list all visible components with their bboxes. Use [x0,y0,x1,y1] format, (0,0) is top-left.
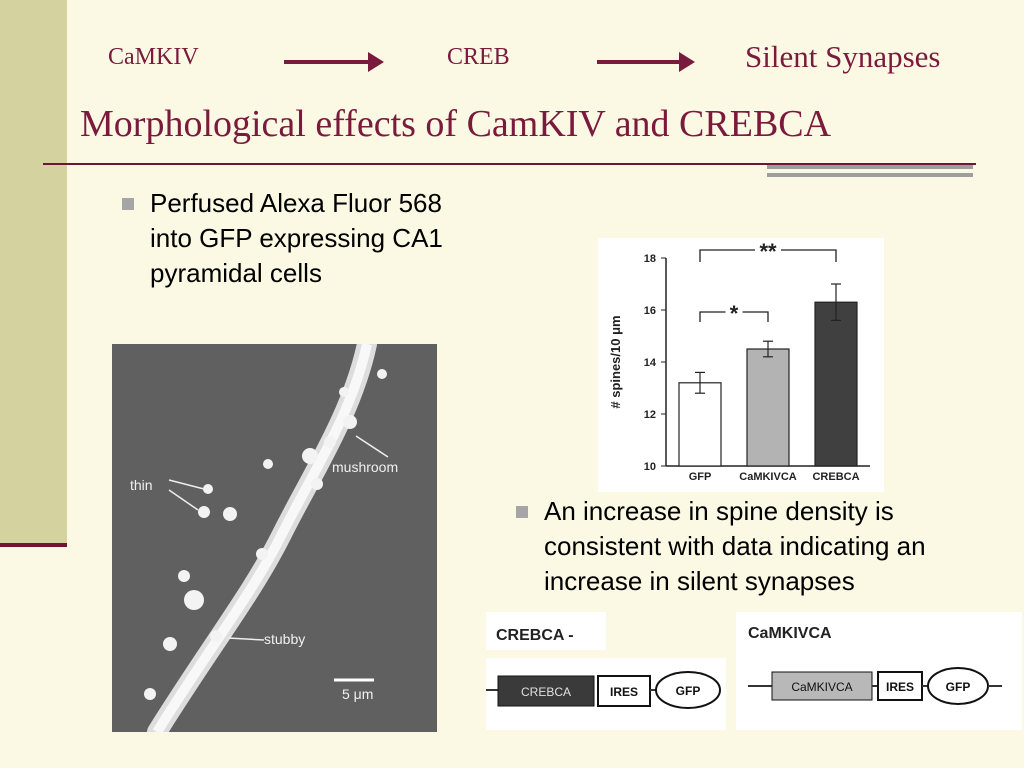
bullet-text: An increase in spine density is consiste… [544,496,926,596]
x-tick-label: CaMKIVCA [739,471,797,483]
y-tick-label: 10 [644,461,656,473]
x-tick-label: GFP [689,471,712,483]
title-divider [43,163,976,165]
significance-bracket [699,249,755,262]
label-mushroom: mushroom [332,459,398,475]
construct-diagrams: CREBCA - CaMKIVCA CREBCA IRES GFP CaMKIV… [486,612,1022,730]
significance-label: ** [759,239,777,264]
x-tick-label: CREBCA [812,471,859,483]
bar-camkivca [746,348,790,467]
y-tick-label: 14 [644,357,657,369]
significance-label: * [730,301,739,326]
decor-bar [767,173,973,177]
flow-step-creb: CREB [447,44,510,70]
construct-svg: CREBCA - CaMKIVCA CREBCA IRES GFP CaMKIV… [486,612,1022,730]
flow-arrow-icon [597,52,695,72]
bullet-square-icon [516,506,528,518]
significance-bracket [742,311,769,322]
spine-density-chart: 10 12 14 16 18 # spines/10 μm GFP CaMKIVCA CREBC… [598,238,884,492]
bullet-item: An increase in spine density is consiste… [516,494,1014,599]
construct-right-part: IRES [886,680,914,694]
y-tick-label: 12 [644,409,656,421]
construct-right-part: GFP [946,680,971,694]
construct-left-part: IRES [610,685,638,699]
bullet-item: Perfused Alexa Fluor 568 into GFP expres… [122,186,480,291]
significance-bracket [781,249,837,262]
label-scale: 5 μm [342,686,373,702]
left-decor-band [0,0,67,544]
label-stubby: stubby [264,631,305,647]
slide-title: Morphological effects of CamKIV and CREB… [80,103,832,145]
significance-bracket [699,311,726,322]
y-tick-label: 16 [644,305,656,317]
construct-left-part: GFP [676,684,701,698]
flow-step-silent-synapses: Silent Synapses [745,39,941,74]
construct-left-part: CREBCA [521,685,571,699]
y-tick-label: 18 [644,253,656,265]
flow-arrow-icon [284,52,384,72]
decor-bar [767,165,973,169]
label-thin: thin [130,477,153,493]
chart-svg: 10 12 14 16 18 # spines/10 μm GFP CaMKIVCA CREBC… [608,239,870,483]
bar-gfp [678,382,722,467]
bar-crebca [814,301,858,467]
bullet-square-icon [122,198,134,210]
flow-step-camkiv: CaMKIV [108,44,199,70]
bullet-text: Perfused Alexa Fluor 568 into GFP expres… [150,188,443,288]
micrograph-svg: thin mushroom stubby 5 μm [112,334,437,742]
left-decor-rule [0,543,67,547]
dendrite-micrograph: thin mushroom stubby 5 μm [112,334,437,742]
y-axis-label: # spines/10 μm [608,315,623,408]
construct-right-title: CaMKIVCA [748,625,832,642]
construct-right-part: CaMKIVCA [791,680,852,694]
construct-left-title: CREBCA - [496,627,574,644]
